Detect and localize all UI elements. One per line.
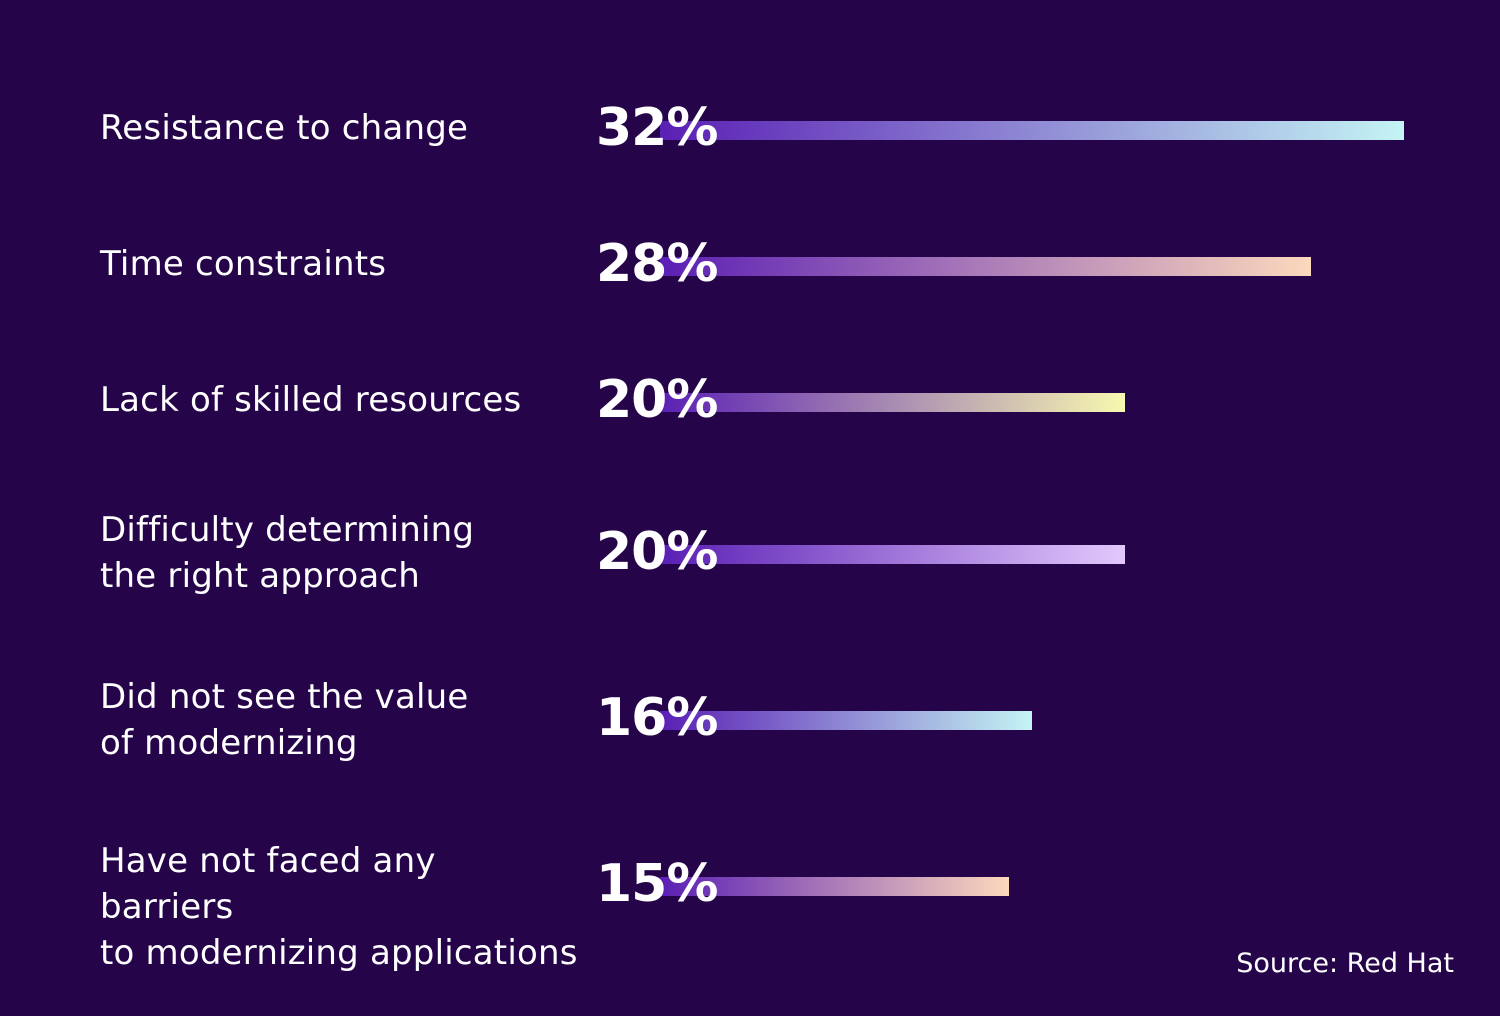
value-label: 28%	[596, 234, 718, 294]
bar	[660, 876, 1009, 896]
bar	[660, 710, 1032, 730]
category-label: Difficulty determining the right approac…	[100, 510, 475, 596]
value-label: 32%	[596, 98, 718, 158]
category-label: Did not see the value of modernizing	[100, 677, 469, 763]
category-label: Time constraints	[100, 244, 387, 284]
value-label: 20%	[596, 522, 718, 582]
category-label: Resistance to change	[100, 108, 469, 148]
category-label: Have not faced any barriers to modernizi…	[100, 841, 578, 973]
value-label: 16%	[596, 688, 718, 748]
bar	[660, 120, 1404, 140]
bar	[660, 544, 1125, 564]
value-label: 20%	[596, 370, 718, 430]
bar	[660, 392, 1125, 412]
value-label: 15%	[596, 854, 718, 914]
source-note: Source: Red Hat	[1236, 948, 1454, 979]
bar	[660, 256, 1311, 276]
category-label: Lack of skilled resources	[100, 380, 522, 420]
